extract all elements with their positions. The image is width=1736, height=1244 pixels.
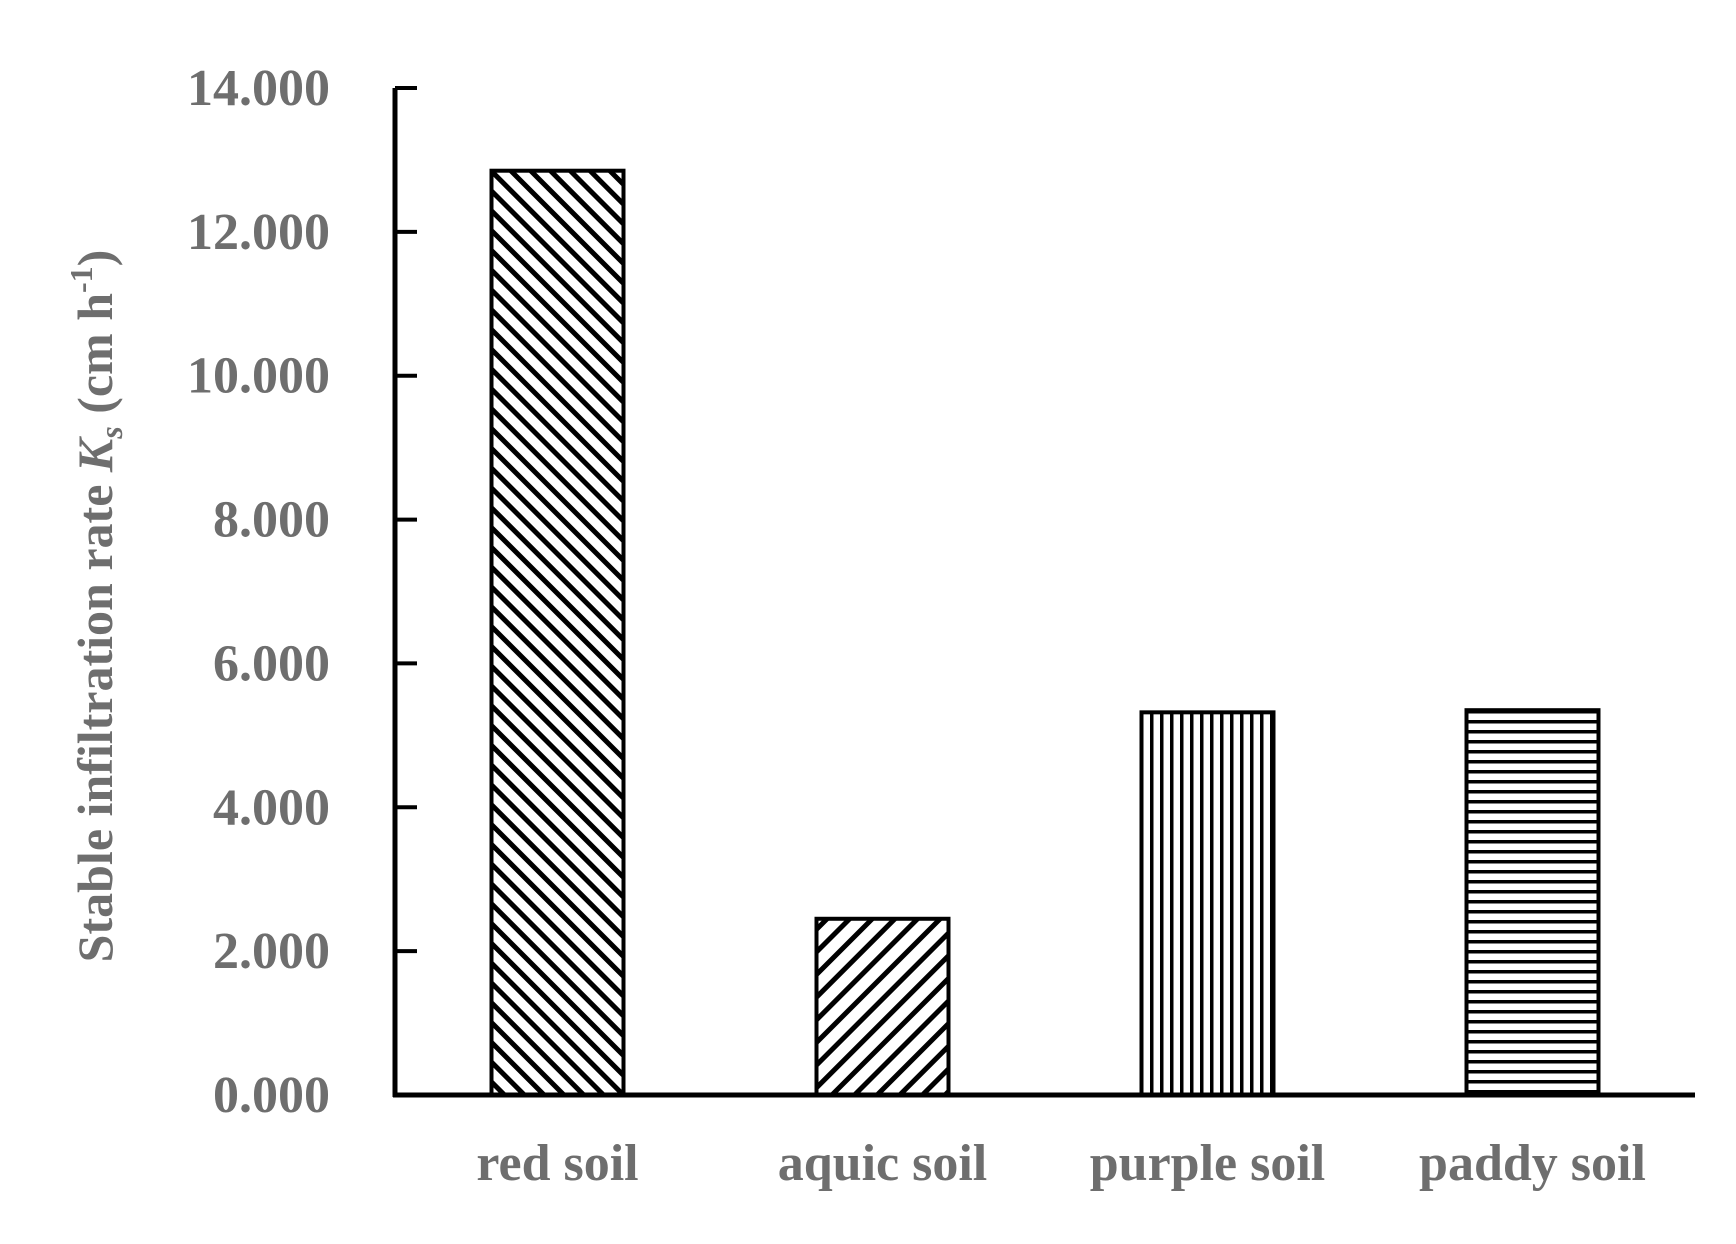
bar-purple-soil: [1139, 710, 1276, 1098]
y-axis-title-unit-open: (cm h: [67, 293, 123, 426]
x-category-label: purple soil: [1090, 1135, 1326, 1192]
x-labels-group: red soil aquic soil purple soil paddy soil: [476, 1135, 1646, 1192]
y-tick-label: 2.000: [213, 923, 330, 980]
y-tick-label: 12.000: [187, 204, 330, 261]
bar-paddy-soil: [1464, 708, 1601, 1097]
axes-group: [392, 88, 1695, 1098]
y-axis-title-prefix: Stable infiltration rate: [67, 472, 123, 962]
y-tick-label: 4.000: [213, 779, 330, 836]
y-tick-label: 6.000: [213, 635, 330, 692]
y-axis-title-unit-sup: -1: [63, 266, 99, 293]
y-tick-label: 0.000: [213, 1067, 330, 1124]
y-ticks-group: 0.000 2.000 4.000 6.000 8.000 10.000 12.000 14.…: [187, 60, 417, 1124]
x-category-label: red soil: [476, 1135, 638, 1192]
y-axis-title: Stable infiltration rate Ks (cm h-1): [63, 250, 129, 963]
y-axis-title-subscript: s: [93, 426, 129, 439]
x-category-label: aquic soil: [778, 1135, 988, 1192]
bars-group: [489, 168, 1601, 1098]
y-tick-label: 8.000: [213, 492, 330, 549]
x-category-label: paddy soil: [1419, 1135, 1646, 1192]
y-axis-title-symbol: K: [67, 435, 123, 473]
y-axis-title-unit-close: ): [67, 250, 123, 267]
bar-aquic-soil: [814, 916, 951, 1098]
y-tick-label: 10.000: [187, 348, 330, 405]
bar-red-soil: [489, 168, 626, 1098]
y-tick-label: 14.000: [187, 60, 330, 117]
